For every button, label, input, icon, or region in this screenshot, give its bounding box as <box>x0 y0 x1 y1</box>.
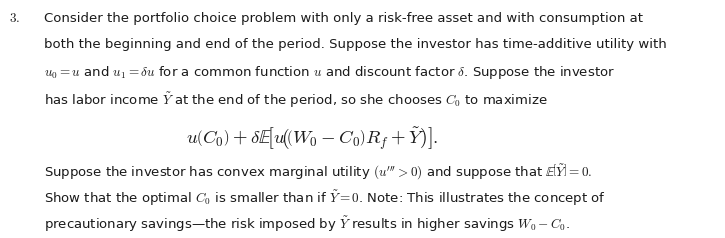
Text: Suppose the investor has convex marginal utility $(u^{\prime\prime\prime} > 0)$ : Suppose the investor has convex marginal… <box>44 162 592 182</box>
Text: has labor income $\tilde{Y}$ at the end of the period, so she chooses $C_0$ to m: has labor income $\tilde{Y}$ at the end … <box>44 90 547 110</box>
Text: precautionary savings—the risk imposed by $\tilde{Y}$ results in higher savings : precautionary savings—the risk imposed b… <box>44 215 570 234</box>
Text: Consider the portfolio choice problem with only a risk-free asset and with consu: Consider the portfolio choice problem wi… <box>44 12 643 25</box>
Text: both the beginning and end of the period. Suppose the investor has time-additive: both the beginning and end of the period… <box>44 38 666 51</box>
Text: Show that the optimal $C_0$ is smaller than if $\tilde{Y} = 0$. Note: This illus: Show that the optimal $C_0$ is smaller t… <box>44 188 605 208</box>
Text: $3.$: $3.$ <box>9 12 20 25</box>
Text: $u\left(C_0\right) + \delta\mathbb{E}\!\left[u\!\left(\!\left(W_0 - C_0\right)R_: $u\left(C_0\right) + \delta\mathbb{E}\!\… <box>186 126 439 153</box>
Text: $u_0 = u$ and $u_1 = \delta u$ for a common function $u$ and discount factor $\d: $u_0 = u$ and $u_1 = \delta u$ for a com… <box>44 64 615 81</box>
